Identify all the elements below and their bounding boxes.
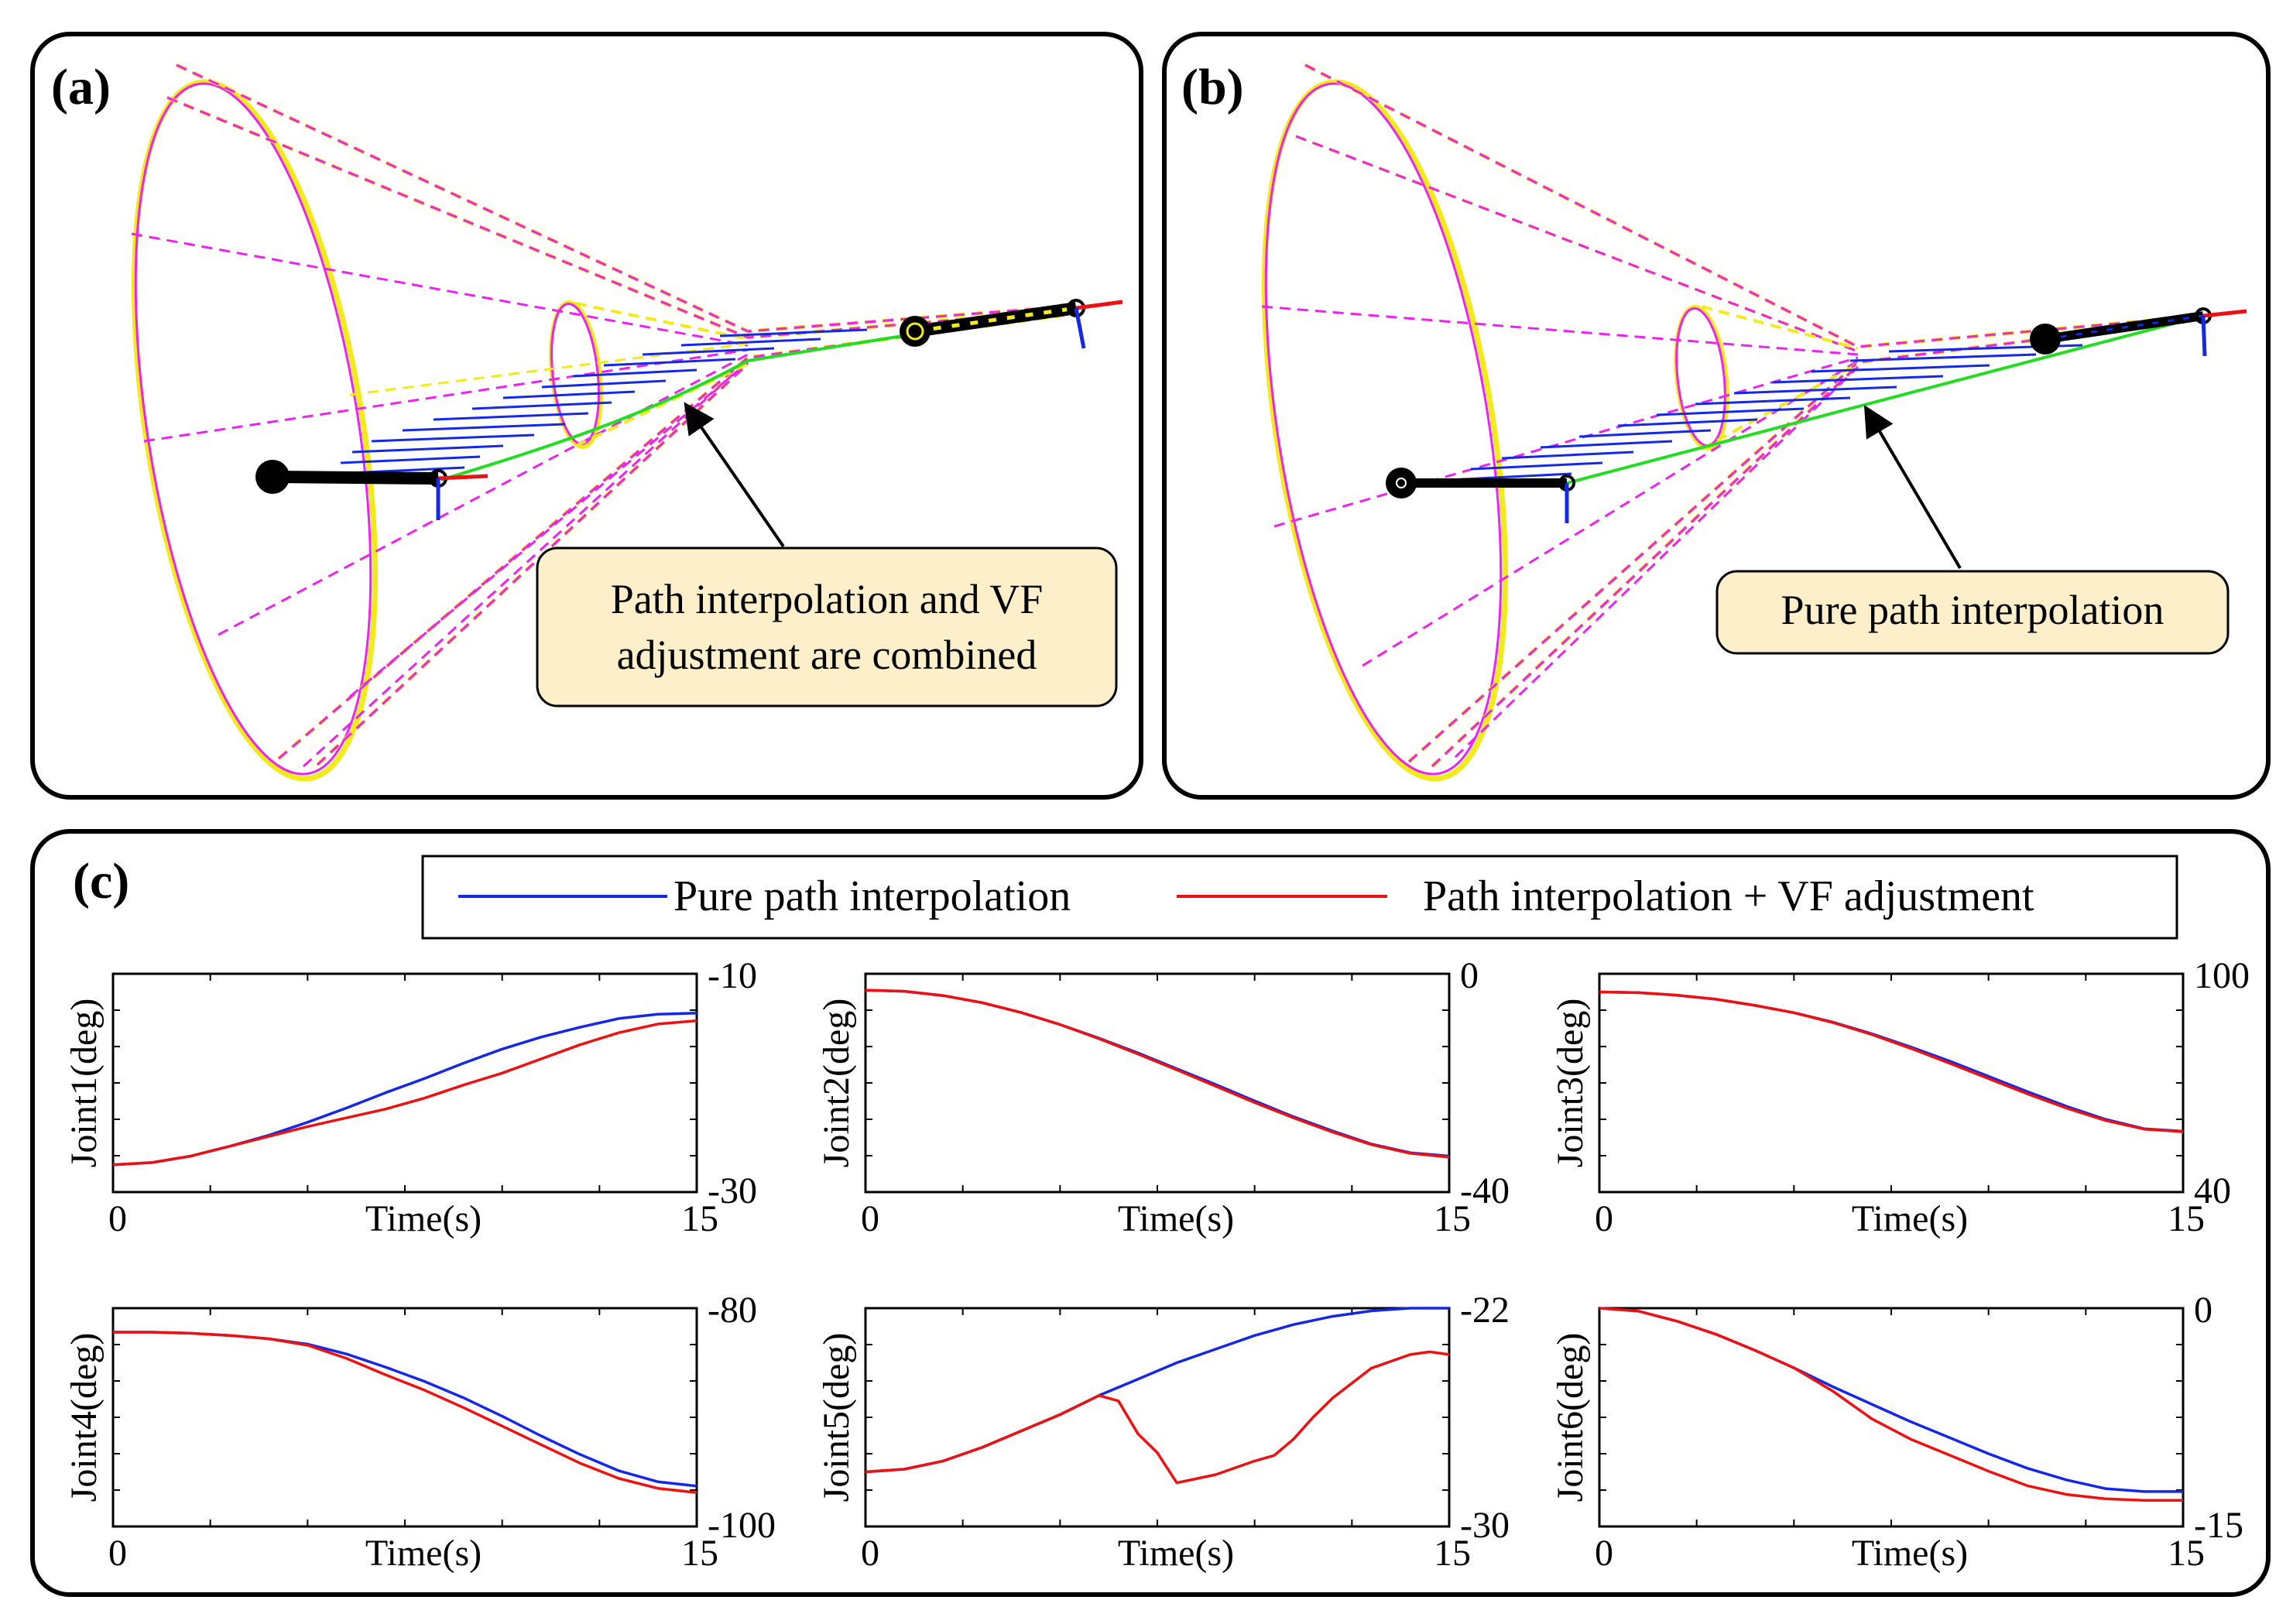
joint6-x-axis-label: Time(s)	[1852, 1533, 1968, 1574]
joint4-series-vf	[113, 1331, 697, 1495]
cone-base-ellipse-b	[1261, 79, 1509, 782]
joint6-y-axis-label: Joint6(deg)	[1550, 1333, 1591, 1502]
joint2-series-vf	[865, 988, 1450, 1159]
joint1-y-tick-label: -30	[708, 1170, 757, 1211]
joint5-series-vf	[865, 1350, 1450, 1485]
joint2-plot-frame	[864, 972, 1451, 1194]
joint6-series-vf	[1599, 1307, 2183, 1502]
robot-joint-start	[255, 460, 290, 494]
joint6-plot-frame	[1598, 1307, 2185, 1528]
joint3-chart: 0 15 Time(s) 100 40 Joint3(deg)	[1550, 955, 2250, 1239]
joint2-x-tick-label: 0	[861, 1198, 879, 1239]
joint4-x-tick-label: 0	[108, 1533, 127, 1574]
panel-b: (b)	[1162, 32, 2271, 800]
joint1-x-axis-label: Time(s)	[365, 1198, 482, 1239]
joint2-x-tick-label: 15	[1434, 1198, 1471, 1239]
robot-joint-end	[900, 316, 931, 347]
joint5-y-tick-label: -30	[1460, 1505, 1510, 1546]
joint6-y-tick-label: -15	[2194, 1505, 2243, 1546]
joint3-y-tick-label: 100	[2194, 955, 2250, 996]
joint4-chart: 0 15 Time(s) -80 -100 Joint4(deg)	[63, 1290, 776, 1574]
joint4-x-axis-label: Time(s)	[365, 1533, 482, 1574]
panel-c-label: (c)	[73, 853, 129, 910]
joint6-x-tick-label: 15	[2168, 1533, 2205, 1574]
panel-a: (a)	[30, 32, 1143, 800]
joint5-x-tick-label: 15	[1434, 1533, 1471, 1574]
velocity-field-lines-b	[1447, 344, 2083, 481]
joint1-y-tick-label: -10	[708, 955, 757, 996]
joint3-plot-frame	[1598, 972, 2185, 1194]
joint6-x-tick-label: 0	[1595, 1533, 1613, 1574]
panel-b-label: (b)	[1181, 59, 1244, 115]
callout-a-line1: Path interpolation and VF	[611, 576, 1043, 622]
joint3-x-tick-label: 15	[2168, 1198, 2205, 1239]
joint1-y-axis-label: Joint1(deg)	[63, 999, 105, 1168]
joint2-y-tick-label: -40	[1460, 1170, 1510, 1211]
robot-link-start	[272, 471, 439, 485]
callout-b-arrow	[1863, 405, 1962, 570]
joint2-y-axis-label: Joint2(deg)	[816, 999, 857, 1168]
joint3-series-vf	[1599, 990, 2184, 1133]
robot-joint-start-b	[1386, 468, 1417, 499]
joint2-chart: 0 15 Time(s) 0 -40 Joint2(deg)	[816, 955, 1510, 1239]
joint1-series-vf	[112, 1019, 697, 1167]
joint1-x-tick-label: 15	[681, 1198, 718, 1239]
panel-b-frame	[1162, 32, 2271, 800]
joint1-x-tick-label: 0	[108, 1198, 127, 1239]
cone-rays-b	[1261, 63, 2204, 768]
joint5-y-axis-label: Joint5(deg)	[816, 1333, 857, 1502]
cone-base-ellipse	[131, 79, 379, 782]
velocity-field-lines	[332, 328, 868, 475]
callout-a-box	[536, 546, 1118, 708]
green-path	[440, 307, 1077, 481]
joint5-x-tick-label: 0	[861, 1533, 879, 1574]
panel-a-scene	[131, 63, 1123, 782]
joint2-x-axis-label: Time(s)	[1118, 1198, 1234, 1239]
callout-a-line2: adjustment are combined	[617, 632, 1037, 678]
panel-c: (c) Pure path interpolation Path interpo…	[30, 829, 2271, 1597]
joint1-chart: 0 15 Time(s) -10 -30 Joint1(deg)	[63, 955, 757, 1239]
joint6-y-tick-label: 0	[2194, 1290, 2212, 1331]
joint5-x-axis-label: Time(s)	[1118, 1533, 1234, 1574]
joint3-x-tick-label: 0	[1595, 1198, 1613, 1239]
joint3-x-axis-label: Time(s)	[1852, 1198, 1968, 1239]
panel-a-frame	[30, 32, 1143, 800]
joint2-y-tick-label: 0	[1460, 955, 1479, 996]
callout-b-text: Pure path interpolation	[1781, 587, 2164, 633]
robot-joint-end-b	[2030, 324, 2061, 355]
panel-b-scene	[1261, 63, 2247, 782]
joint5-y-tick-label: -22	[1460, 1290, 1510, 1331]
panel-c-frame	[30, 829, 2271, 1597]
joint4-plot-frame	[111, 1307, 698, 1528]
joint1-plot-frame	[111, 972, 698, 1194]
joint5-chart: 0 15 Time(s) -22 -30 Joint5(deg)	[816, 1290, 1510, 1574]
joint4-x-tick-label: 15	[681, 1533, 718, 1574]
callout-b-box	[1715, 570, 2230, 655]
joint4-y-tick-label: -100	[708, 1505, 776, 1546]
legend-label-pure: Pure path interpolation	[674, 872, 1071, 920]
joint4-y-axis-label: Joint4(deg)	[63, 1333, 105, 1502]
green-path-b	[1566, 314, 2204, 485]
panel-a-label: (a)	[51, 59, 111, 115]
joint4-y-tick-label: -80	[708, 1290, 757, 1331]
joint5-plot-frame	[864, 1307, 1451, 1528]
legend: Pure path interpolation Path interpolati…	[421, 855, 2178, 940]
legend-label-vf: Path interpolation + VF adjustment	[1423, 872, 2034, 920]
callout-a-arrow	[684, 402, 785, 548]
joint3-y-tick-label: 40	[2194, 1170, 2231, 1211]
joint6-chart: 0 15 Time(s) 0 -15 Joint6(deg)	[1550, 1290, 2243, 1574]
joint3-y-axis-label: Joint3(deg)	[1550, 999, 1591, 1168]
